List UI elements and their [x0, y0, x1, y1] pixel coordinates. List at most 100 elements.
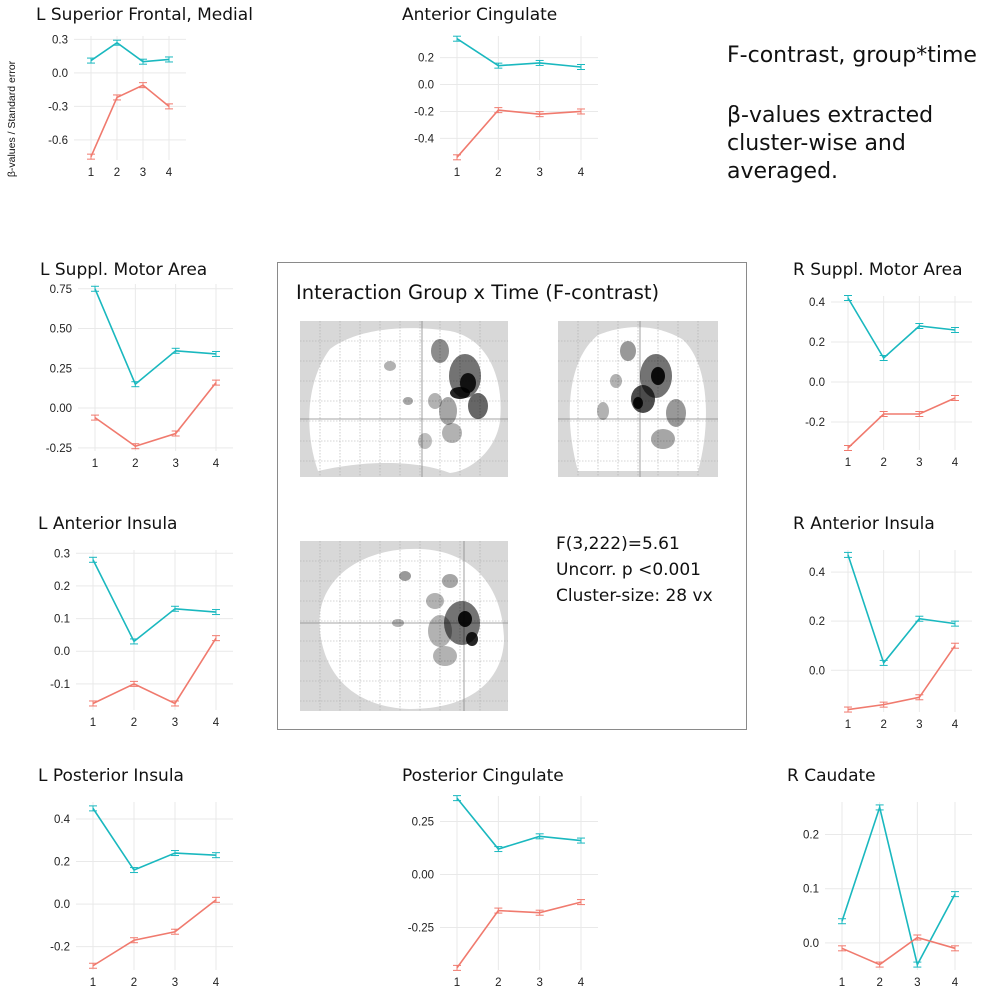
glass-brain-box: Interaction Group x Time (F-contrast)	[277, 262, 747, 730]
y-tick-label: -0.2	[414, 106, 434, 118]
series-line	[90, 84, 170, 157]
sagittal-view	[300, 321, 508, 477]
chart-svg: 0.25 0.00 -0.25 1 2 3 4	[408, 795, 598, 989]
series-line	[847, 397, 956, 449]
chart-svg: 0.4 0.2 0.0 -0.2 1 2 3 4	[805, 295, 972, 469]
series-line	[92, 559, 217, 643]
x-tick-label: 4	[952, 719, 959, 731]
method-note-line-1: β-values extracted	[727, 103, 934, 128]
y-tick-label: 0.0	[418, 80, 434, 92]
y-tick-label: 0.2	[54, 857, 70, 869]
chart-title: R Suppl. Motor Area	[793, 260, 963, 280]
x-tick-label: 4	[213, 977, 220, 989]
y-tick-label: -0.2	[50, 942, 70, 954]
y-tick-label: 0.1	[803, 884, 819, 896]
y-tick-label: 0.0	[54, 646, 70, 658]
x-tick-label: 4	[578, 977, 585, 989]
y-tick-label: 0.2	[803, 830, 819, 842]
chart-svg: 0.3 0.0 -0.3 -0.6 1 2 3 4	[48, 34, 186, 179]
y-tick-label: 0.4	[809, 297, 826, 309]
series-line	[456, 797, 582, 850]
x-tick-label: 1	[92, 458, 98, 470]
x-tick-label: 3	[914, 977, 920, 989]
y-tick-label: -0.25	[46, 443, 72, 455]
chart-title: R Caudate	[787, 766, 876, 786]
x-tick-label: 3	[172, 977, 178, 989]
chart-panel-pcc: Posterior Cingulate 0.25 0.00 -0.25 1 2 3 4	[362, 762, 622, 992]
series-line	[92, 899, 217, 967]
series-line	[456, 109, 582, 158]
chart-title: L Posterior Insula	[38, 766, 184, 786]
x-tick-label: 2	[132, 458, 138, 470]
x-tick-label: 4	[213, 717, 220, 729]
y-tick-label: 0.00	[412, 870, 434, 882]
chart-title: Posterior Cingulate	[402, 766, 564, 786]
x-tick-label: 1	[90, 717, 96, 729]
chart-svg: 0.3 0.2 0.1 0.0 -0.1 1 2 3 4	[50, 548, 233, 729]
y-tick-label: 0.75	[50, 284, 72, 296]
x-tick-label: 3	[172, 717, 178, 729]
chart-panel-rcau: R Caudate 0.2 0.1 0.0 1 2 3 4	[765, 762, 993, 992]
x-tick-label: 2	[114, 167, 120, 179]
y-tick-label: 0.1	[54, 614, 70, 626]
method-note-line-3: averaged.	[727, 159, 839, 184]
y-tick-label: 0.2	[809, 616, 825, 628]
series-line	[841, 936, 956, 966]
chart-panel-rai: R Anterior Insula 0.4 0.2 0.0 1 2 3 4	[765, 510, 993, 740]
y-tick-label: 0.0	[52, 68, 68, 80]
series-line	[841, 804, 956, 967]
y-tick-label: 0.25	[412, 816, 434, 828]
chart-svg: 0.75 0.50 0.25 0.00 -0.25 1 2 3 4	[46, 284, 233, 470]
chart-panel-lai: L Anterior Insula 0.3 0.2 0.1 0.0 -0.1 1 2 3 4	[0, 510, 255, 740]
x-tick-label: 3	[536, 167, 542, 179]
x-tick-label: 2	[880, 457, 886, 469]
y-tick-label: -0.1	[50, 679, 70, 691]
x-tick-label: 4	[952, 457, 959, 469]
x-tick-label: 2	[131, 977, 137, 989]
y-tick-label: -0.2	[805, 417, 825, 429]
y-tick-label: -0.4	[414, 133, 434, 145]
x-tick-label: 2	[495, 977, 501, 989]
y-tick-label: 0.0	[54, 899, 70, 911]
series-line	[847, 297, 956, 360]
glass-brain-title: Interaction Group x Time (F-contrast)	[296, 281, 660, 304]
chart-title: R Anterior Insula	[793, 514, 935, 534]
coronal-view	[558, 321, 718, 477]
y-tick-label: 0.2	[54, 581, 70, 593]
chart-panel-lsma: L Suppl. Motor Area 0.75 0.50 0.25 0.00 -0.25…	[0, 256, 255, 486]
y-tick-label: -0.3	[48, 101, 68, 113]
x-tick-label: 3	[172, 458, 178, 470]
statistics-text: F(3,222)=5.61 Uncorr. p <0.001 Cluster-s…	[556, 531, 713, 609]
x-tick-label: 1	[454, 977, 460, 989]
series-line	[847, 554, 956, 665]
x-tick-label: 4	[952, 977, 959, 989]
y-tick-label: 0.3	[54, 548, 70, 560]
y-tick-label: -0.6	[48, 135, 68, 147]
cluster-size: Cluster-size: 28 vx	[556, 586, 713, 606]
x-tick-label: 2	[495, 167, 501, 179]
y-tick-label: 0.0	[809, 665, 825, 677]
y-tick-label: 0.2	[809, 337, 825, 349]
series-line	[847, 645, 956, 711]
series-line	[90, 41, 170, 63]
axial-view	[300, 541, 508, 711]
x-tick-label: 4	[213, 458, 220, 470]
chart-svg: 0.2 0.1 0.0 1 2 3 4	[803, 802, 972, 989]
chart-title: Anterior Cingulate	[402, 5, 558, 25]
chart-title: L Anterior Insula	[38, 514, 178, 534]
y-tick-label: 0.2	[418, 53, 434, 65]
chart-title: L Superior Frontal, Medial	[36, 5, 253, 25]
chart-panel-lsfm: L Superior Frontal, Medial 0.3 0.0 -0.3 -0.6…	[0, 0, 270, 205]
series-line	[456, 38, 582, 68]
p-threshold: Uncorr. p <0.001	[556, 560, 701, 580]
x-tick-label: 2	[131, 717, 137, 729]
x-tick-label: 1	[90, 977, 96, 989]
x-tick-label: 3	[916, 719, 922, 731]
x-tick-label: 1	[454, 167, 460, 179]
x-tick-label: 3	[140, 167, 146, 179]
chart-svg: 0.4 0.2 0.0 1 2 3 4	[809, 550, 972, 731]
x-tick-label: 1	[845, 719, 851, 731]
x-tick-label: 1	[88, 167, 94, 179]
y-tick-label: 0.3	[52, 34, 68, 46]
chart-title: L Suppl. Motor Area	[40, 260, 208, 280]
